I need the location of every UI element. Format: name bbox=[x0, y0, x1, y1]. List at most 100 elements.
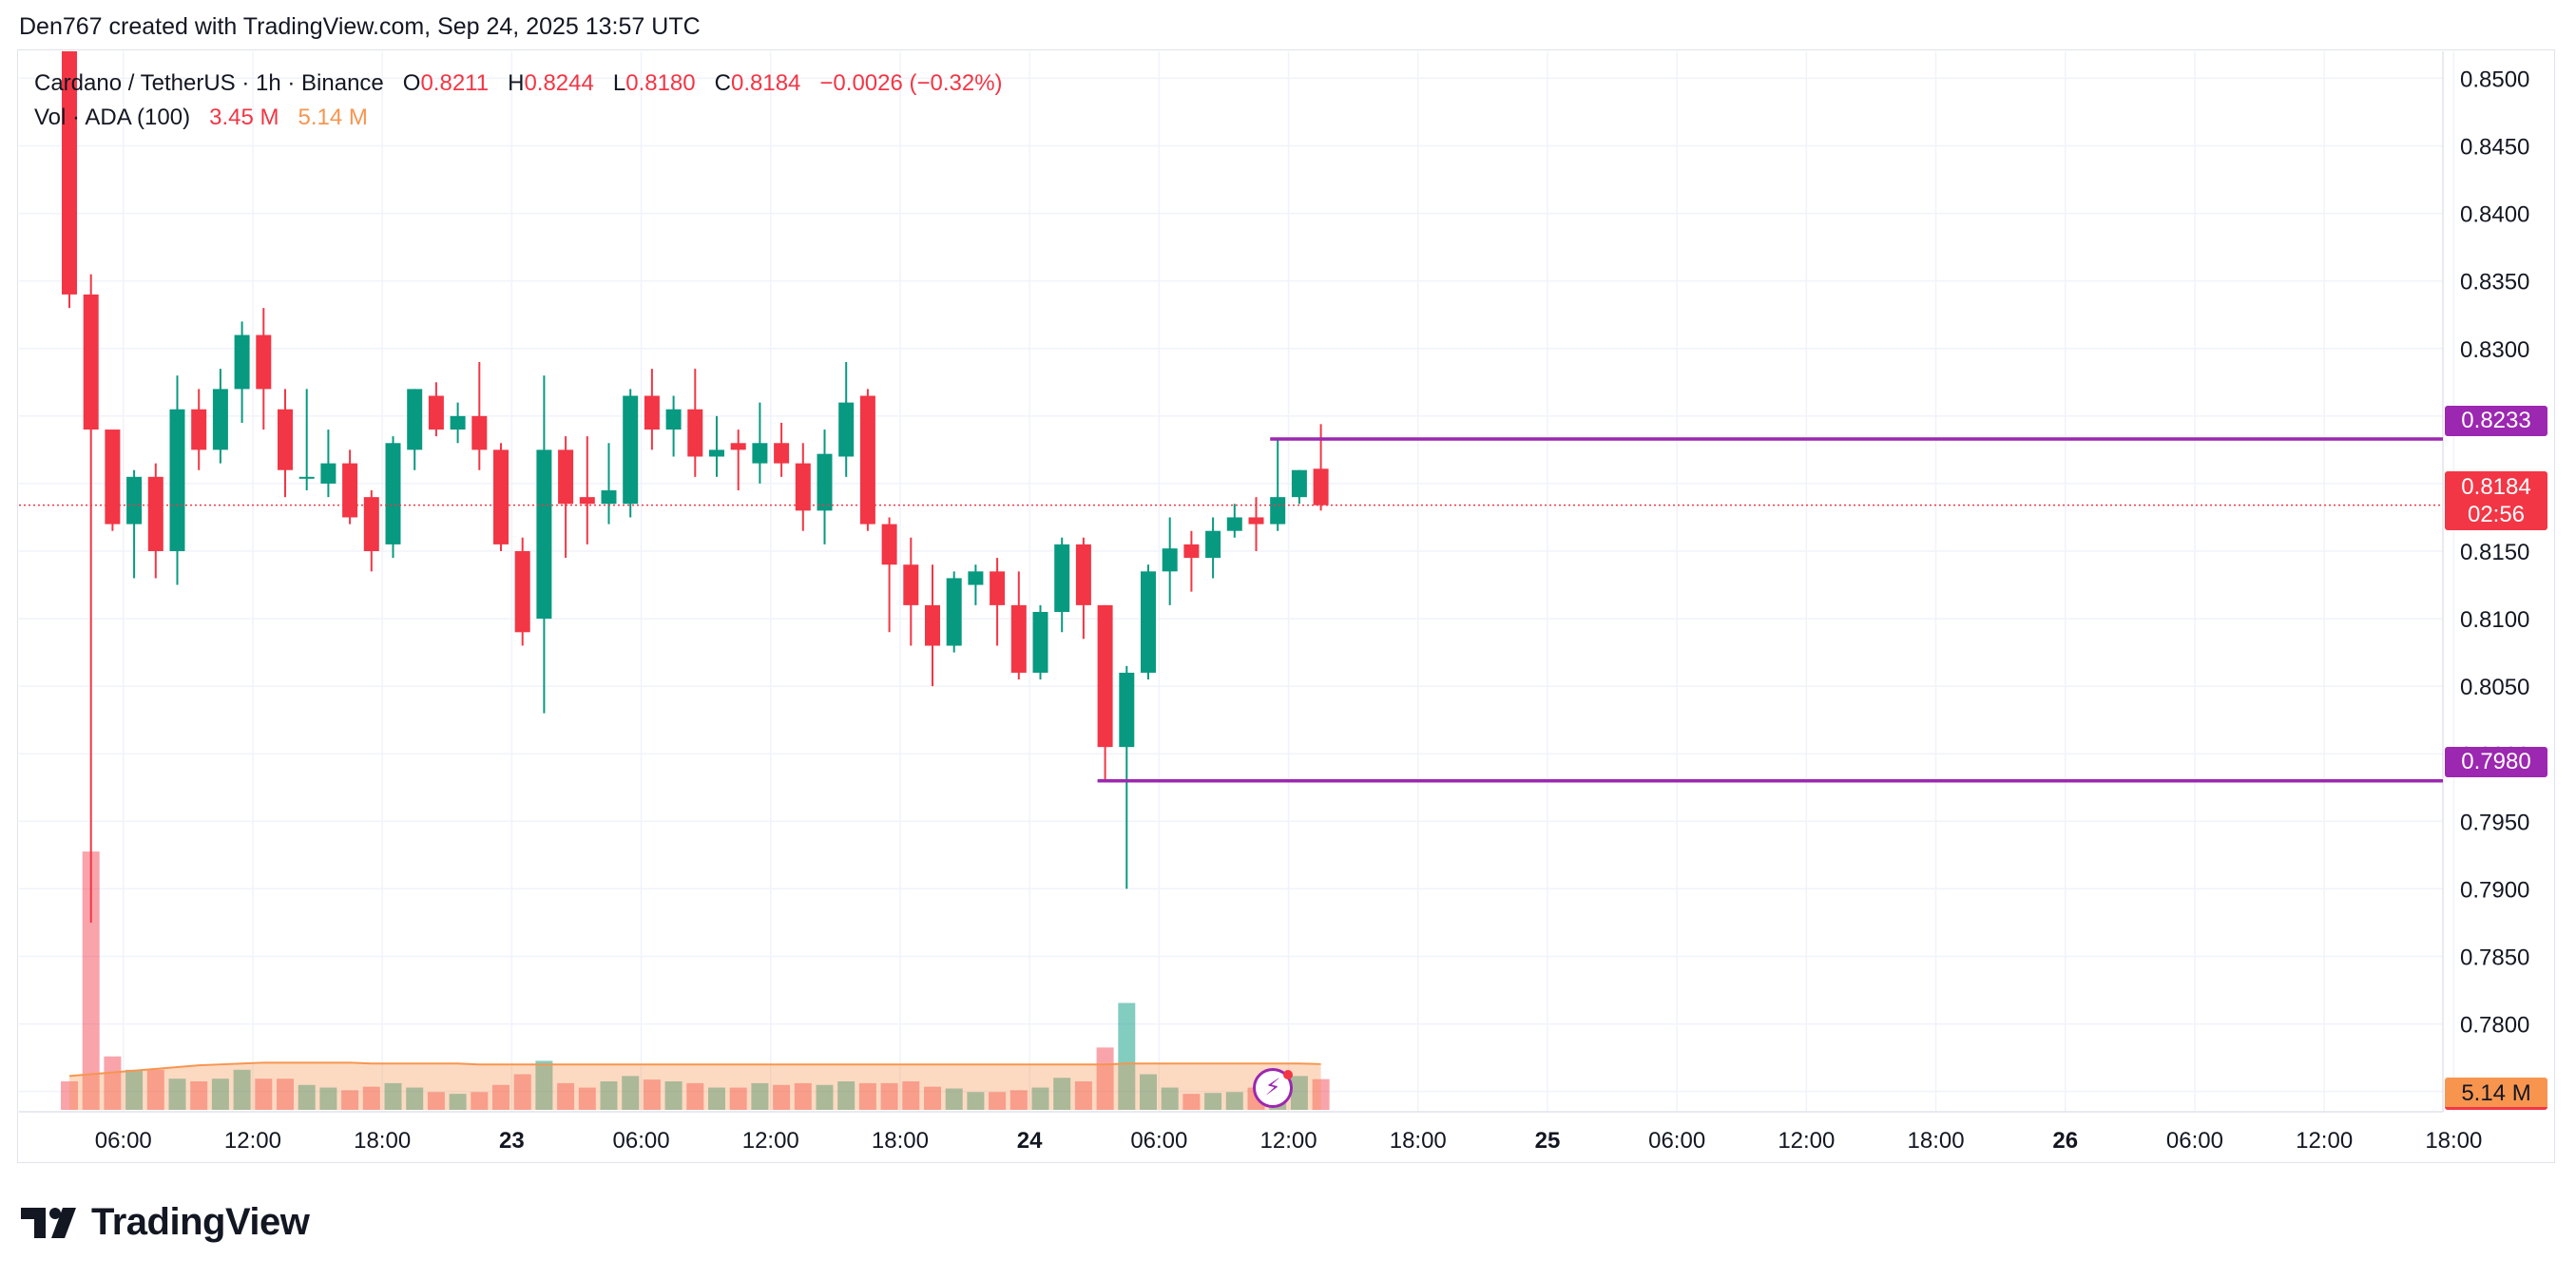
high-label: H bbox=[508, 70, 525, 96]
candle bbox=[363, 490, 379, 572]
price-tick-label: 0.8050 bbox=[2460, 675, 2529, 700]
candle bbox=[774, 422, 790, 477]
volume-bar bbox=[1031, 1087, 1049, 1110]
candle bbox=[687, 369, 703, 477]
candle bbox=[1226, 504, 1242, 538]
candle-body bbox=[1313, 468, 1329, 506]
volume-bar bbox=[643, 1079, 661, 1110]
volume-bar bbox=[1096, 1047, 1114, 1110]
volume-bar bbox=[104, 1056, 122, 1110]
volume-bar bbox=[341, 1090, 359, 1110]
candle-body bbox=[298, 476, 315, 479]
volume-bar bbox=[427, 1092, 445, 1110]
volume-bar bbox=[190, 1081, 208, 1110]
volume-bar bbox=[535, 1060, 553, 1110]
volume-bar bbox=[513, 1074, 531, 1110]
time-tick-label: 12:00 bbox=[224, 1128, 281, 1154]
candle-body bbox=[147, 476, 163, 552]
candle-body bbox=[1119, 672, 1135, 748]
price-axis[interactable]: 0.85000.84500.84000.83500.83000.82500.82… bbox=[2460, 67, 2529, 1105]
volume-bar bbox=[1074, 1081, 1092, 1110]
candle bbox=[665, 395, 682, 457]
volume-bar bbox=[125, 1069, 144, 1110]
bar-countdown: 02:56 bbox=[2467, 502, 2526, 527]
notification-dot bbox=[1283, 1070, 1293, 1079]
volume-bar bbox=[858, 1082, 876, 1110]
candle bbox=[536, 375, 552, 714]
price-tick-label: 0.8300 bbox=[2460, 337, 2529, 363]
volume-bar bbox=[1161, 1087, 1179, 1110]
candle bbox=[838, 361, 855, 477]
price-tick-label: 0.8450 bbox=[2460, 135, 2529, 161]
volume-bar bbox=[168, 1079, 186, 1110]
time-tick-label: 18:00 bbox=[1908, 1128, 1965, 1154]
volume-bar bbox=[255, 1079, 273, 1110]
volume-bar bbox=[211, 1079, 229, 1110]
candle bbox=[1119, 665, 1135, 889]
volume-bar bbox=[492, 1084, 509, 1110]
candle-body bbox=[795, 463, 811, 511]
grid-lines bbox=[19, 51, 2455, 1113]
candle-body bbox=[212, 389, 228, 450]
volume-bar bbox=[967, 1092, 985, 1110]
candle bbox=[1054, 537, 1070, 633]
candle bbox=[385, 436, 401, 559]
candle bbox=[925, 564, 940, 687]
candle-body bbox=[817, 453, 833, 511]
candle-body bbox=[881, 524, 897, 565]
candle bbox=[1075, 537, 1091, 640]
candle-body bbox=[83, 294, 99, 430]
candle bbox=[795, 443, 811, 531]
volume-indicator-title[interactable]: Vol · ADA (100) bbox=[34, 105, 191, 130]
candle bbox=[623, 389, 639, 518]
candle bbox=[709, 415, 724, 477]
candle bbox=[1270, 439, 1286, 531]
candle bbox=[579, 436, 595, 544]
tradingview-logo[interactable]: TradingView bbox=[21, 1201, 310, 1244]
chart-frame[interactable] bbox=[17, 49, 2555, 1163]
change-value: −0.0026 (−0.32%) bbox=[819, 70, 1003, 96]
time-tick-label: 06:00 bbox=[1130, 1128, 1187, 1154]
candle bbox=[407, 389, 423, 470]
volume-bar bbox=[61, 1081, 78, 1110]
candle bbox=[1205, 517, 1221, 579]
volume-ma-line bbox=[68, 1061, 1321, 1078]
candle-body bbox=[1075, 544, 1091, 605]
price-tick-label: 0.7800 bbox=[2460, 1013, 2529, 1039]
candle bbox=[903, 537, 919, 646]
candle-body bbox=[62, 51, 77, 295]
candle-body bbox=[665, 409, 682, 430]
time-tick-label: 12:00 bbox=[1778, 1128, 1835, 1154]
time-tick-label: 18:00 bbox=[872, 1128, 929, 1154]
candle bbox=[428, 382, 444, 437]
candle bbox=[730, 430, 746, 491]
time-tick-label: 06:00 bbox=[613, 1128, 670, 1154]
time-tick-label: 24 bbox=[1017, 1128, 1043, 1154]
volume-bar bbox=[578, 1087, 596, 1110]
candle-body bbox=[126, 476, 143, 525]
candle-body bbox=[407, 389, 423, 450]
volume-bar bbox=[1204, 1093, 1222, 1110]
price-chart[interactable]: 0.85000.84500.84000.83500.83000.82500.82… bbox=[0, 0, 2576, 1169]
horizontal-levels[interactable] bbox=[19, 437, 2443, 783]
volume-bar bbox=[989, 1092, 1007, 1110]
volume-bar bbox=[794, 1082, 812, 1110]
low-level-price-badge[interactable]: 0.7980 bbox=[2445, 747, 2547, 777]
candle bbox=[1183, 530, 1200, 592]
candle bbox=[1162, 517, 1178, 605]
symbol-title[interactable]: Cardano / TetherUS · 1h · Binance bbox=[34, 70, 384, 96]
time-axis[interactable]: 06:00 12:00 18:00 23 06:00 12:00 18:00 24 06:00 1… bbox=[95, 1128, 2483, 1154]
lightning-icon[interactable]: ⚡ bbox=[1253, 1068, 1293, 1108]
high-level-price-badge[interactable]: 0.8233 bbox=[2445, 406, 2547, 436]
candle bbox=[493, 443, 509, 552]
volume-bar bbox=[1009, 1090, 1028, 1110]
volume-bar bbox=[708, 1087, 725, 1110]
candle bbox=[191, 389, 207, 470]
volume-bar bbox=[664, 1081, 682, 1110]
last-price-badge[interactable]: 0.8184 02:56 bbox=[2445, 471, 2547, 530]
candle bbox=[946, 571, 962, 653]
volume-legend-row: Vol · ADA (100) 3.45 M 5.14 M bbox=[34, 101, 1003, 135]
candle bbox=[298, 389, 315, 491]
candle-body bbox=[859, 395, 875, 525]
candle bbox=[169, 375, 185, 585]
